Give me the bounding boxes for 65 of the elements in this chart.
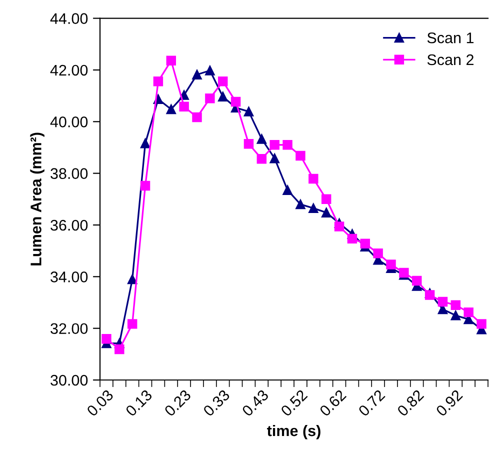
point [256, 154, 267, 164]
x-tick-label: 0.82 [396, 389, 424, 417]
point [464, 307, 474, 318]
point [476, 319, 486, 329]
legend-label: Scan 1 [427, 32, 474, 44]
point [424, 290, 435, 300]
point [282, 140, 292, 150]
x-tick-label: 0.23 [164, 389, 192, 417]
point [166, 104, 176, 114]
point [450, 310, 461, 320]
point [321, 194, 332, 204]
y-tick-label: 44.00 [50, 13, 88, 24]
point [373, 248, 383, 258]
point [127, 319, 138, 329]
y-tick-label: 38.00 [50, 168, 88, 179]
point [179, 102, 189, 112]
point [140, 180, 150, 191]
x-axis-title: time (s) [267, 424, 320, 440]
point [308, 174, 318, 184]
point [244, 106, 254, 116]
point [308, 203, 318, 214]
point [438, 296, 448, 307]
point [192, 70, 202, 80]
point [127, 274, 138, 284]
point [334, 222, 344, 232]
point [140, 138, 150, 148]
y-tick-label: 34.00 [50, 272, 88, 282]
x-tick-label: 0.72 [358, 389, 386, 417]
point [360, 238, 370, 248]
point [114, 344, 124, 354]
point [205, 66, 215, 76]
point [270, 140, 280, 150]
y-tick-label: 40.00 [50, 116, 88, 128]
point [321, 208, 332, 218]
x-tick-label: 0.33 [202, 389, 230, 417]
point [450, 300, 461, 310]
point [256, 134, 267, 144]
point [386, 260, 396, 270]
x-tick-label: 0.13 [124, 389, 153, 417]
point [230, 96, 241, 107]
point [166, 56, 176, 66]
point [244, 139, 254, 149]
x-tick-label: 0.62 [318, 389, 347, 417]
y-axis-title: Lumen Area (mm²) [30, 132, 44, 266]
legend-label: Scan 2 [427, 54, 474, 66]
point [218, 76, 228, 86]
point [347, 234, 358, 244]
y-tick-label: 42.00 [50, 64, 88, 76]
x-tick-label: 0.03 [86, 389, 114, 417]
point [270, 153, 280, 164]
point [192, 112, 202, 122]
x-tick-label: 0.43 [241, 389, 270, 417]
point [296, 150, 306, 161]
y-tick-label: 32.00 [50, 323, 88, 334]
point [102, 334, 112, 344]
point [153, 76, 164, 86]
point [412, 276, 422, 286]
point [218, 92, 228, 102]
y-tick-label: 30.00 [50, 374, 88, 386]
x-tick-label: 0.92 [435, 389, 464, 417]
y-tick-label: 36.00 [50, 220, 88, 231]
point [282, 185, 292, 195]
x-tick-label: 0.52 [280, 389, 308, 417]
point [205, 94, 215, 104]
point [296, 199, 306, 210]
